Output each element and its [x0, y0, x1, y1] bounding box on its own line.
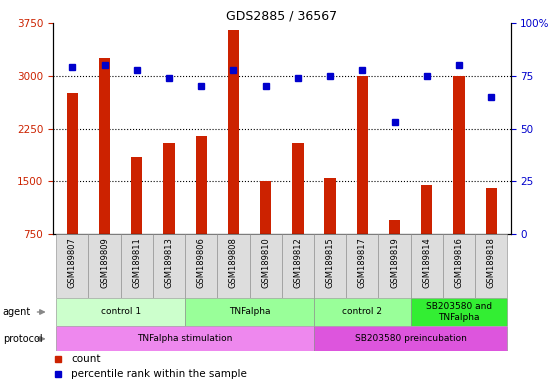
Text: TNFalpha: TNFalpha — [229, 308, 270, 316]
Text: GSM189815: GSM189815 — [326, 237, 335, 288]
Bar — [443, 234, 475, 298]
Text: GSM189806: GSM189806 — [197, 237, 206, 288]
Text: GSM189812: GSM189812 — [294, 237, 302, 288]
Text: GSM189807: GSM189807 — [68, 237, 77, 288]
Bar — [153, 234, 185, 298]
Bar — [475, 234, 507, 298]
Text: SB203580 and
TNFalpha: SB203580 and TNFalpha — [426, 302, 492, 322]
Bar — [346, 234, 378, 298]
Text: GSM189813: GSM189813 — [165, 237, 174, 288]
Bar — [121, 234, 153, 298]
Bar — [411, 234, 443, 298]
Text: protocol: protocol — [3, 334, 42, 344]
Bar — [282, 234, 314, 298]
Text: agent: agent — [3, 307, 31, 317]
Text: GSM189810: GSM189810 — [261, 237, 270, 288]
Bar — [292, 143, 304, 234]
Bar — [357, 76, 368, 234]
Bar — [314, 298, 411, 326]
Bar — [185, 298, 314, 326]
Text: GSM189818: GSM189818 — [487, 237, 496, 288]
Text: GSM189814: GSM189814 — [422, 237, 431, 288]
Text: GSM189808: GSM189808 — [229, 237, 238, 288]
Bar — [228, 30, 239, 234]
Bar — [249, 234, 282, 298]
Bar — [260, 182, 271, 234]
Bar — [453, 76, 465, 234]
Bar — [99, 58, 110, 234]
Bar — [67, 93, 78, 234]
Bar — [411, 298, 507, 326]
Text: GSM189816: GSM189816 — [455, 237, 464, 288]
Text: GDS2885 / 36567: GDS2885 / 36567 — [226, 10, 338, 23]
Text: control 2: control 2 — [343, 308, 382, 316]
Bar — [421, 185, 432, 234]
Bar — [131, 157, 142, 234]
Bar — [56, 326, 314, 351]
Bar — [325, 178, 336, 234]
Text: control 1: control 1 — [100, 308, 141, 316]
Bar — [485, 189, 497, 234]
Text: GSM189809: GSM189809 — [100, 237, 109, 288]
Bar — [56, 298, 185, 326]
Bar — [389, 220, 400, 234]
Bar — [196, 136, 207, 234]
Bar — [163, 143, 175, 234]
Text: SB203580 preincubation: SB203580 preincubation — [355, 334, 466, 343]
Text: GSM189811: GSM189811 — [132, 237, 141, 288]
Bar — [314, 326, 507, 351]
Text: GSM189819: GSM189819 — [390, 237, 399, 288]
Text: count: count — [71, 354, 101, 364]
Bar — [89, 234, 121, 298]
Bar — [218, 234, 249, 298]
Bar — [185, 234, 218, 298]
Text: percentile rank within the sample: percentile rank within the sample — [71, 369, 247, 379]
Text: TNFalpha stimulation: TNFalpha stimulation — [137, 334, 233, 343]
Text: GSM189817: GSM189817 — [358, 237, 367, 288]
Bar — [314, 234, 346, 298]
Bar — [56, 234, 89, 298]
Bar — [378, 234, 411, 298]
